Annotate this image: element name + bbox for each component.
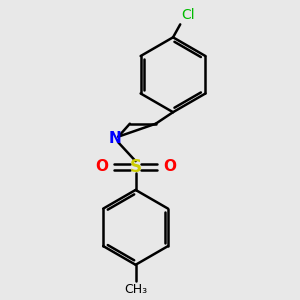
Text: O: O	[163, 159, 176, 174]
Text: CH₃: CH₃	[124, 283, 147, 296]
Text: O: O	[95, 159, 108, 174]
Text: Cl: Cl	[181, 8, 195, 22]
Text: N: N	[109, 130, 121, 146]
Text: S: S	[130, 158, 142, 176]
